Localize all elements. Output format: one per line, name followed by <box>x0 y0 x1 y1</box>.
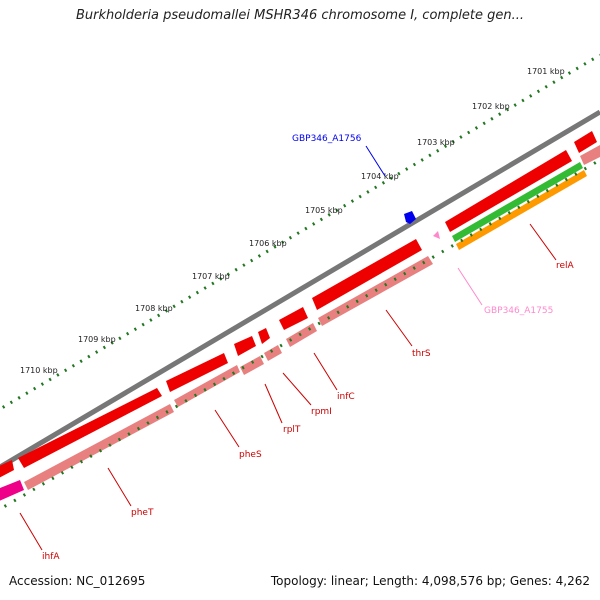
highlight-marker-a1755[interactable] <box>433 231 440 239</box>
scale-label: 1705 kbp <box>305 206 343 215</box>
scale-label: 1708 kbp <box>135 304 173 313</box>
gene-cds[interactable] <box>174 365 240 407</box>
label-gbp346-a1756[interactable]: GBP346_A1756 <box>292 134 362 144</box>
map-title: Burkholderia pseudomallei MSHR346 chromo… <box>75 8 525 23</box>
gene-cds[interactable] <box>445 150 572 232</box>
gene-cds[interactable] <box>264 345 282 361</box>
label-rpmi[interactable]: rpmI <box>311 407 332 417</box>
gene-cds[interactable] <box>240 356 264 375</box>
label-gbp346-a1755[interactable]: GBP346_A1755 <box>484 306 553 316</box>
trna-feature[interactable] <box>456 170 587 250</box>
gene-cds[interactable] <box>279 307 308 330</box>
gene-cds[interactable] <box>258 328 270 344</box>
gene-cds[interactable] <box>18 388 162 468</box>
gene-cds[interactable] <box>166 353 228 392</box>
scale-label: 1702 kbp <box>472 102 510 111</box>
label-thrs[interactable]: thrS <box>412 349 431 359</box>
scale-label: 1706 kbp <box>249 239 287 248</box>
label-ihfa[interactable]: ihfA <box>42 552 60 562</box>
gene-cds[interactable] <box>580 145 600 165</box>
gene-labels: GBP346_A1756 GBP346_A1755 relA thrS infC… <box>19 134 575 562</box>
label-rplt[interactable]: rplT <box>283 425 301 435</box>
gene-cds[interactable] <box>234 336 256 356</box>
scale-label: 1709 kbp <box>78 335 116 344</box>
topology-summary: Topology: linear; Length: 4,098,576 bp; … <box>270 574 590 588</box>
label-infc[interactable]: infC <box>337 392 355 402</box>
gene-cds[interactable] <box>24 404 174 490</box>
gene-cds[interactable] <box>0 460 14 479</box>
reverse-cds-track <box>24 145 600 490</box>
lower-dotted-track <box>0 158 600 511</box>
gene-cds[interactable] <box>312 239 422 310</box>
label-rela[interactable]: relA <box>556 261 575 271</box>
forward-cds-track <box>0 131 597 479</box>
scale-label: 1704 kbp <box>361 172 399 181</box>
scale-dotted-track <box>0 53 600 411</box>
accession-text: Accession: NC_012695 <box>9 574 146 588</box>
label-phes[interactable]: pheS <box>239 450 262 460</box>
scale-label: 1703 kbp <box>417 138 455 147</box>
highlight-marker-a1756[interactable] <box>404 211 416 224</box>
misc-feature[interactable] <box>0 480 24 502</box>
chromosome-backbone <box>0 109 600 470</box>
rrna-feature[interactable] <box>452 162 583 242</box>
gene-cds[interactable] <box>574 131 597 153</box>
scale-label: 1707 kbp <box>192 272 230 281</box>
scale-label: 1701 kbp <box>527 67 565 76</box>
scale-label: 1710 kbp <box>20 366 58 375</box>
label-phet[interactable]: pheT <box>131 508 154 518</box>
